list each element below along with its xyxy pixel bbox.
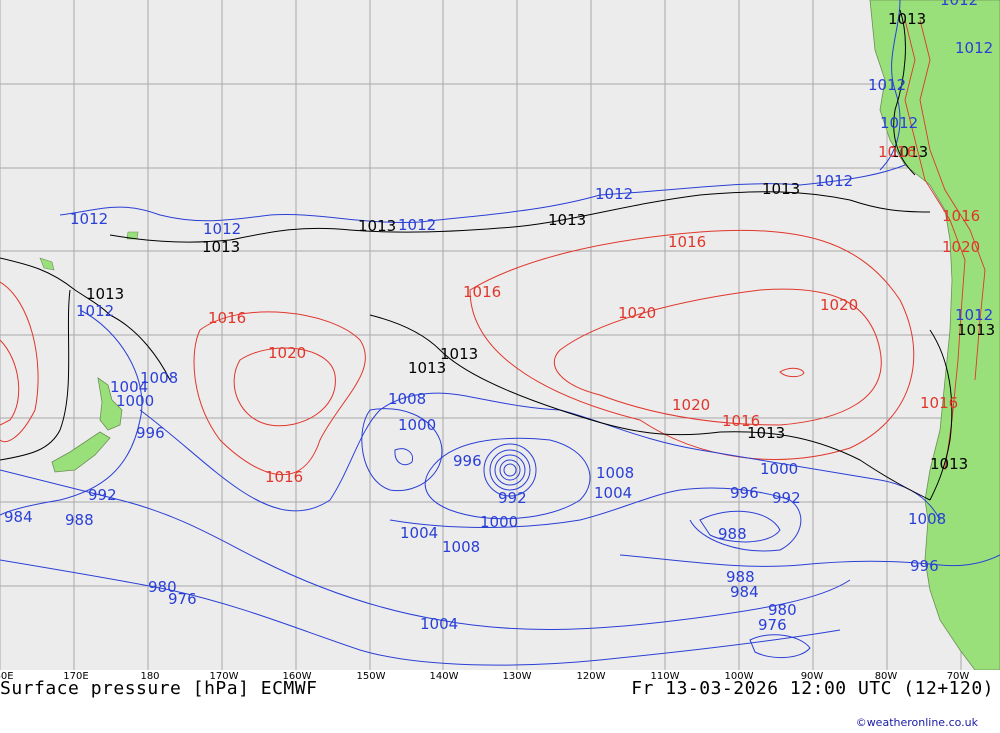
isobar-label: 1013 (890, 143, 928, 161)
longitude-tick: 160W (282, 671, 312, 682)
new-zealand-south-island (51, 431, 111, 473)
isobar-label: 1008 (442, 538, 480, 556)
labels-black: 1013 1013 1013 1013 1013 1013 1013 1013 … (86, 10, 995, 473)
isobar-label: 1020 (672, 396, 710, 414)
isobar-label: 1020 (618, 304, 656, 322)
isobar-label: 1016 (878, 143, 916, 161)
isobar-label: 1012 (940, 0, 978, 9)
isobar-label: 1013 (762, 180, 800, 198)
isobar-label: 1008 (596, 464, 634, 482)
longitude-tick: 140W (429, 671, 459, 682)
graticule (0, 0, 1000, 670)
isobar-label: 992 (498, 489, 527, 507)
longitude-tick: 150W (356, 671, 386, 682)
isobar-label: 1013 (957, 321, 995, 339)
isobars-low (0, 0, 1000, 666)
isobar-label: 1013 (747, 424, 785, 442)
isobar-label: 1016 (208, 309, 246, 327)
credit-link[interactable]: ©weatheronline.co.uk (855, 716, 978, 729)
longitude-tick: 100W (724, 671, 754, 682)
isobar-label: 988 (726, 568, 755, 586)
longitude-tick: 120W (576, 671, 606, 682)
isobar-label: 988 (65, 511, 94, 529)
map-title: Surface pressure [hPa] ECMWF (0, 678, 318, 699)
isobar-label: 1016 (942, 207, 980, 225)
isobar-label: 1004 (594, 484, 632, 502)
isobar-label: 1012 (398, 216, 436, 234)
isobar-label: 1012 (955, 306, 993, 324)
isobar-label: 1000 (760, 460, 798, 478)
isobar-label: 976 (168, 590, 197, 608)
isobar-label: 1004 (420, 615, 458, 633)
isobar-label: 1012 (203, 220, 241, 238)
isobar-label: 1008 (140, 369, 178, 387)
isobar-label: 984 (4, 508, 33, 526)
isobars-high (0, 229, 915, 475)
isobar-label: 1012 (595, 185, 633, 203)
isobar-label: 1000 (480, 513, 518, 531)
longitude-tick: 170W (209, 671, 239, 682)
isobar-label: 1013 (202, 238, 240, 256)
labels-blue: 1012 1012 1012 1012 1012 1012 1012 1008 … (4, 0, 993, 634)
isobar-label: 1004 (110, 378, 148, 396)
isobar-label: 1000 (116, 392, 154, 410)
isobar-label: 1012 (880, 114, 918, 132)
longitude-tick: 110W (650, 671, 680, 682)
isobar-label: 996 (730, 484, 759, 502)
isobar-label: 1020 (820, 296, 858, 314)
new-zealand-north-island (97, 377, 123, 431)
pressure-map: 1012 1012 1012 1012 1012 1012 1012 1008 … (0, 0, 1000, 670)
isobar-label: 996 (910, 557, 939, 575)
isobar-label: 996 (453, 452, 482, 470)
isobar-label: 1004 (400, 524, 438, 542)
longitude-tick: 70W (946, 671, 970, 682)
isobar-label: 984 (730, 583, 759, 601)
andes-red-contours (904, 19, 986, 471)
isobar-label: 980 (148, 578, 177, 596)
isobar-label: 1016 (722, 412, 760, 430)
isobar-label: 976 (758, 616, 787, 634)
isobar-label: 980 (768, 601, 797, 619)
isobar-label: 1013 (408, 359, 446, 377)
isobar-label: 1012 (815, 172, 853, 190)
isobars-standard (0, 9, 953, 501)
isobar-label: 1008 (908, 510, 946, 528)
isobar-label: 1012 (955, 39, 993, 57)
valid-time: Fr 13-03-2026 12:00 UTC (12+120) (631, 678, 994, 699)
longitude-tick: 130W (502, 671, 532, 682)
isobar-label: 1016 (265, 468, 303, 486)
isobar-label: 1013 (548, 211, 586, 229)
isobar-label: 1012 (76, 302, 114, 320)
isobar-label: 1016 (668, 233, 706, 251)
isobar-label: 996 (136, 424, 165, 442)
isobar-label: 1013 (440, 345, 478, 363)
isobar-label: 988 (718, 525, 747, 543)
longitude-tick: 80W (874, 671, 898, 682)
isobar-label: 1020 (268, 344, 306, 362)
isobar-label: 1012 (868, 76, 906, 94)
isobar-label: 1020 (942, 238, 980, 256)
labels-red: 1016 1020 1016 1016 1016 1020 1020 1020 … (208, 143, 980, 486)
isobar-label: 1013 (888, 10, 926, 28)
isobar-label: 1000 (398, 416, 436, 434)
isobar-label: 1012 (70, 210, 108, 228)
isobar-label: 1013 (86, 285, 124, 303)
isobar-label: 1016 (463, 283, 501, 301)
longitude-tick: 170E (63, 671, 89, 682)
isobar-label: 1013 (358, 217, 396, 235)
isobar-label: 1013 (930, 455, 968, 473)
longitude-tick: 90W (800, 671, 824, 682)
isobar-label: 1016 (920, 394, 958, 412)
isobar-label: 992 (772, 489, 801, 507)
longitude-tick: 180 (140, 671, 160, 682)
isobar-label: 992 (88, 486, 117, 504)
isobar-label: 1008 (388, 390, 426, 408)
longitude-tick: 60E (0, 671, 14, 682)
south-america-landmass (869, 0, 1000, 670)
